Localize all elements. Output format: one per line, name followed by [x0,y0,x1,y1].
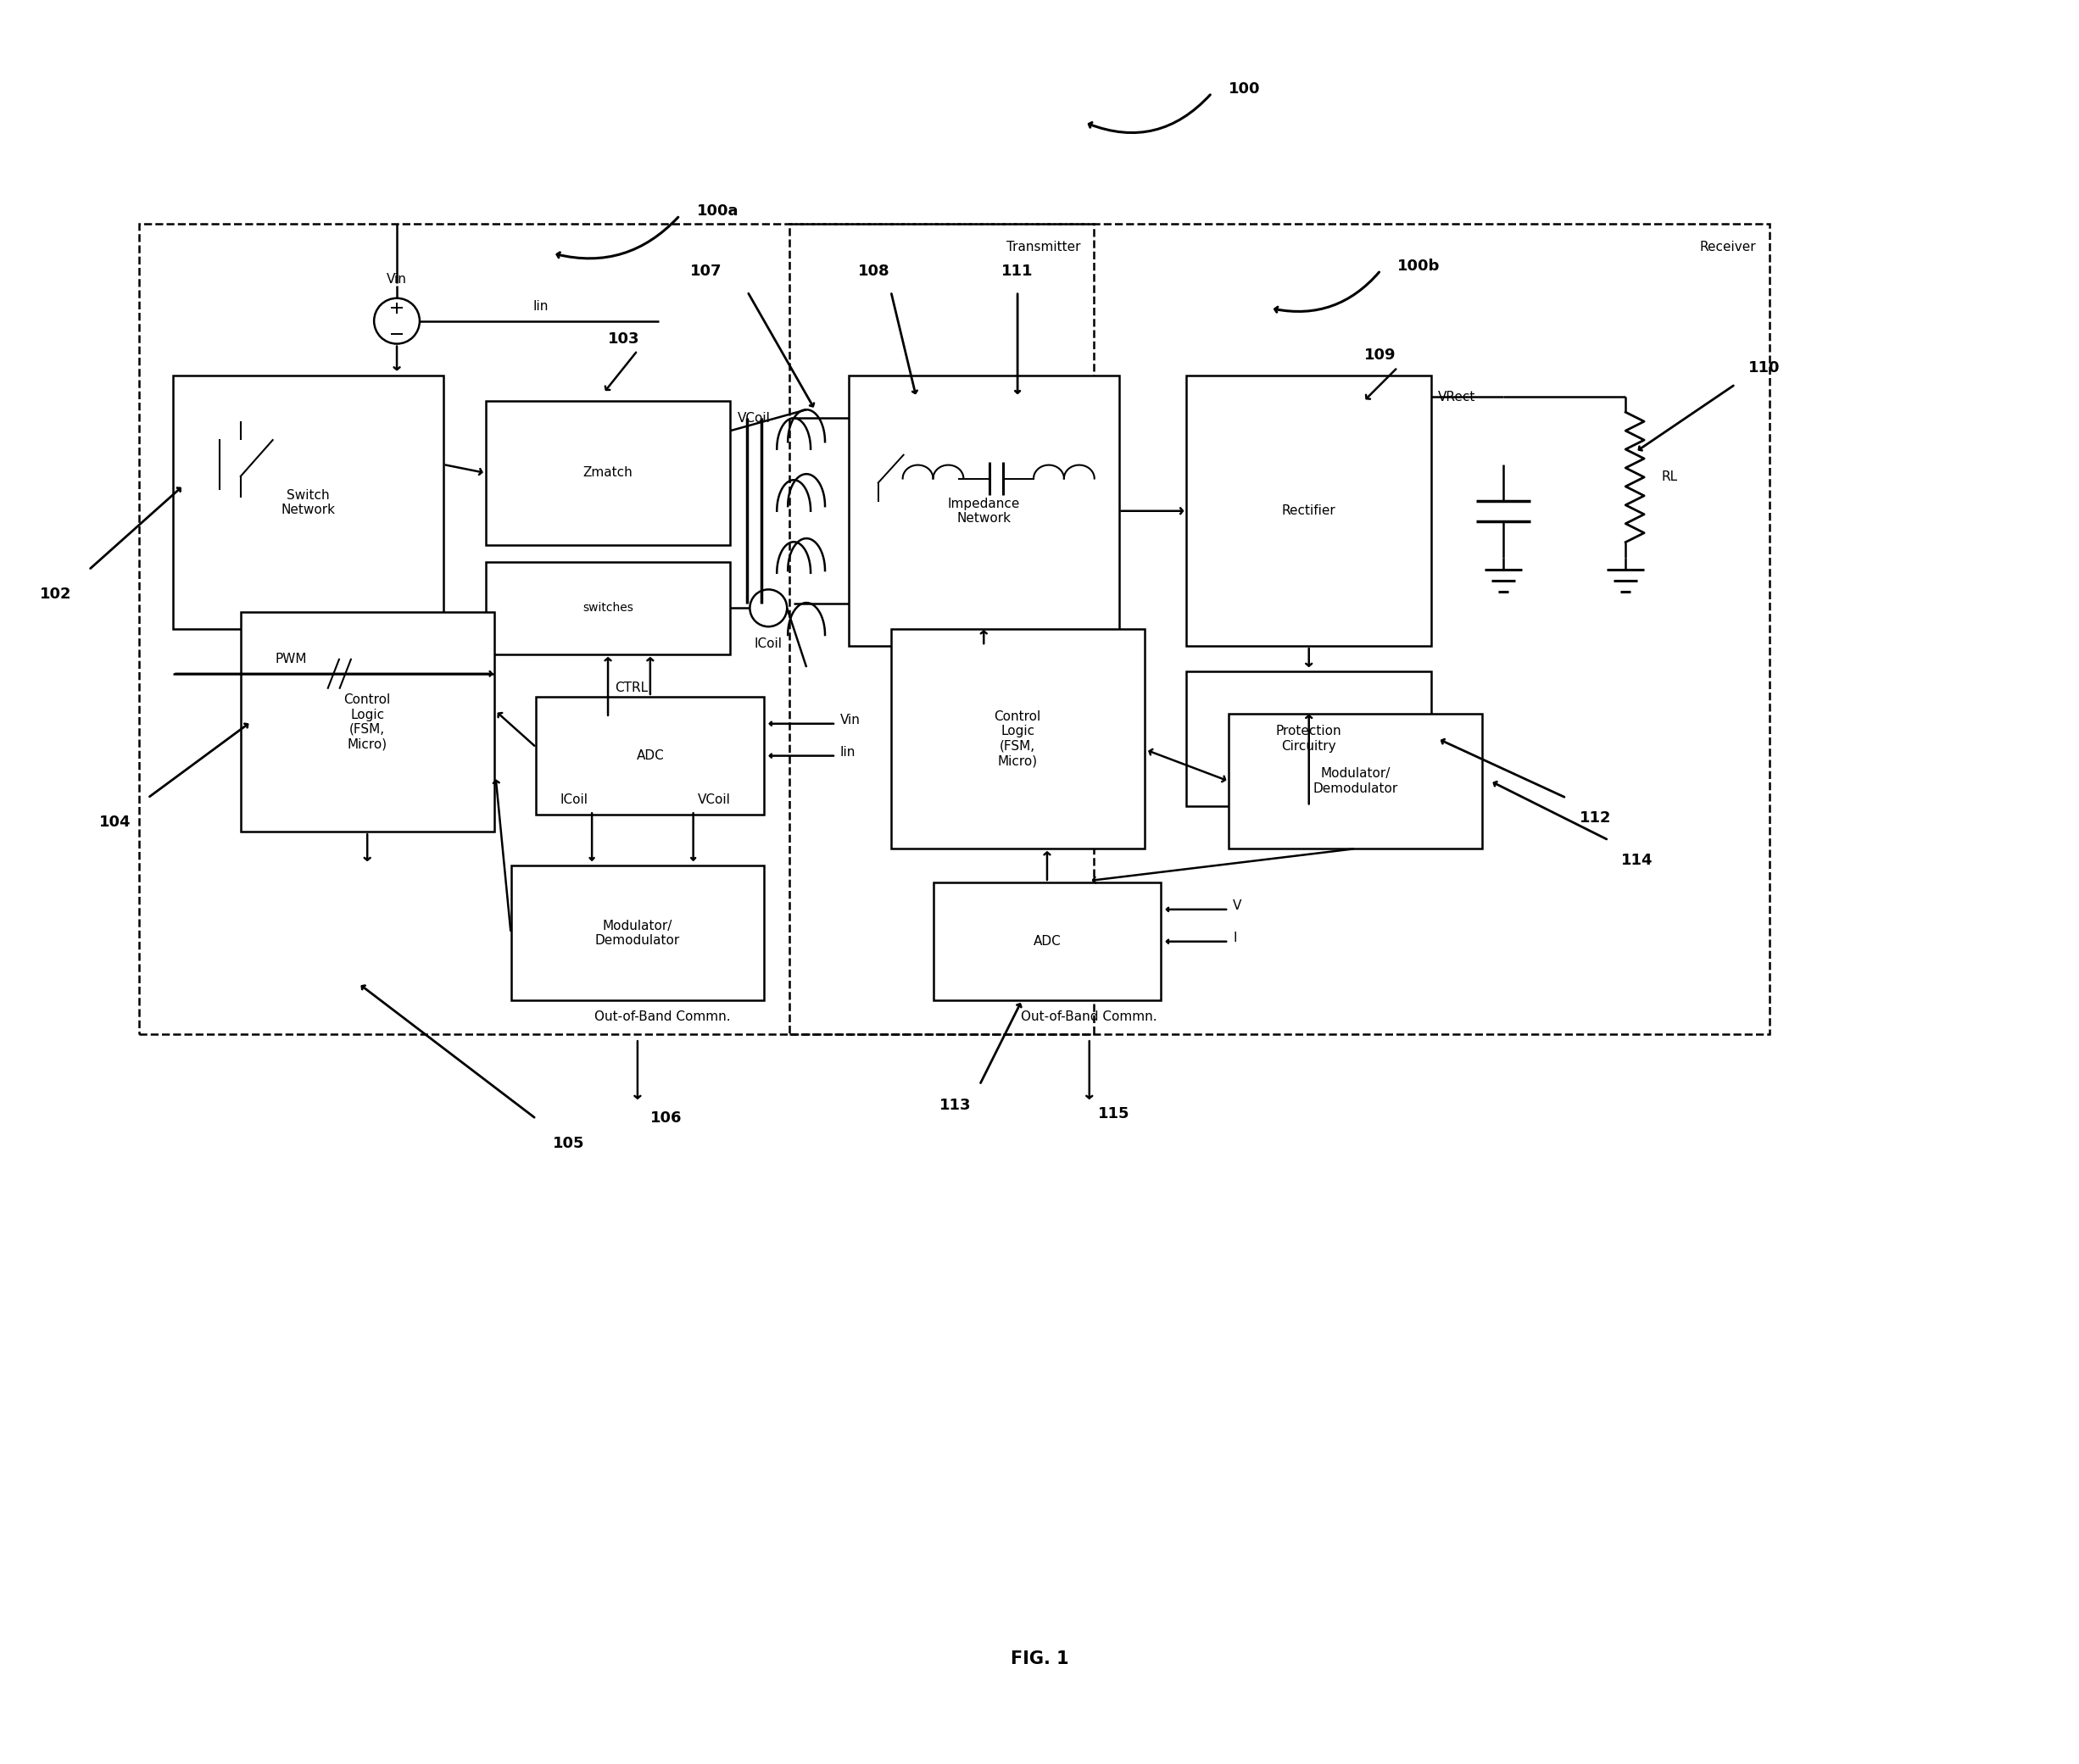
Text: 105: 105 [553,1136,584,1150]
Text: CTRL: CTRL [615,683,649,695]
Text: 107: 107 [690,263,721,279]
Text: 110: 110 [1748,360,1780,376]
FancyBboxPatch shape [1187,376,1430,646]
Text: V: V [1233,900,1241,912]
Text: Protection
Circuitry: Protection Circuitry [1277,725,1341,753]
FancyBboxPatch shape [486,561,730,654]
Text: Zmatch: Zmatch [582,467,632,480]
Text: Iin: Iin [840,746,857,759]
Text: ICoil: ICoil [755,637,782,651]
Text: 100: 100 [1229,81,1260,97]
Text: Out-of-Band Commn.: Out-of-Band Commn. [1021,1011,1158,1023]
Text: VCoil: VCoil [696,794,730,806]
Text: 109: 109 [1364,348,1395,363]
Text: VRect: VRect [1439,390,1476,404]
Text: 111: 111 [1002,263,1033,279]
FancyBboxPatch shape [173,376,443,630]
Text: Vin: Vin [840,714,861,727]
Text: ICoil: ICoil [559,794,588,806]
Text: Modulator/
Demodulator: Modulator/ Demodulator [595,919,680,947]
Text: 102: 102 [40,587,71,602]
FancyBboxPatch shape [536,697,765,815]
Text: switches: switches [582,602,634,614]
Text: Impedance
Network: Impedance Network [948,497,1021,524]
Text: 100b: 100b [1397,259,1441,273]
Text: 114: 114 [1622,852,1653,868]
Text: 106: 106 [651,1110,682,1125]
Text: 115: 115 [1098,1106,1129,1122]
Text: ADC: ADC [1033,935,1060,947]
Text: 103: 103 [607,332,640,346]
FancyBboxPatch shape [892,630,1143,848]
Text: 108: 108 [859,263,890,279]
Text: VCoil: VCoil [738,411,769,425]
Text: 113: 113 [940,1097,971,1113]
Text: Vin: Vin [387,273,407,286]
Text: ADC: ADC [636,750,663,762]
Text: Transmitter: Transmitter [1006,240,1081,254]
Text: Modulator/
Demodulator: Modulator/ Demodulator [1312,767,1397,796]
FancyBboxPatch shape [1187,672,1430,806]
Text: PWM: PWM [274,653,308,665]
Text: 104: 104 [100,815,131,831]
Text: Out-of-Band Commn.: Out-of-Band Commn. [595,1011,732,1023]
Text: Control
Logic
(FSM,
Micro): Control Logic (FSM, Micro) [994,711,1042,767]
Text: 112: 112 [1580,811,1611,826]
FancyBboxPatch shape [486,400,730,545]
FancyBboxPatch shape [848,376,1119,646]
FancyBboxPatch shape [1229,714,1482,848]
Text: FIG. 1: FIG. 1 [1010,1651,1069,1667]
Text: Iin: Iin [532,300,549,312]
Text: RL: RL [1661,471,1678,483]
Text: I: I [1233,931,1237,944]
FancyBboxPatch shape [933,882,1160,1000]
Text: Switch
Network: Switch Network [281,489,335,517]
Text: 100a: 100a [696,203,738,219]
Text: Rectifier: Rectifier [1283,505,1337,517]
FancyBboxPatch shape [241,612,495,833]
Text: Control
Logic
(FSM,
Micro): Control Logic (FSM, Micro) [343,693,391,750]
Text: Receiver: Receiver [1701,240,1757,254]
FancyBboxPatch shape [511,866,765,1000]
